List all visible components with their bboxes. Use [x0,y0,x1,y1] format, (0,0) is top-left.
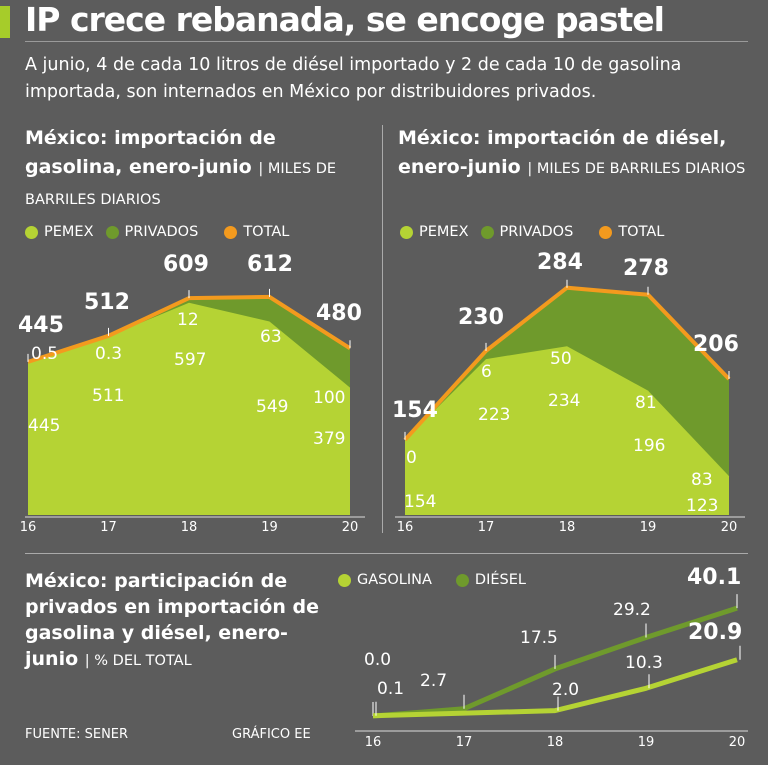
pemex-label: 511 [92,386,125,406]
pemex-label: 154 [404,492,437,512]
pemex-label: 379 [313,429,346,449]
diesel-legend: PEMEX PRIVADOS TOTAL [400,224,664,240]
x-tick-label: 18 [558,520,576,535]
divider [25,553,748,554]
x-tick-label: 17 [100,520,117,535]
diesel-value-label: 40.1 [687,565,742,590]
gasoline-legend: PEMEX PRIVADOS TOTAL [25,224,289,240]
legend-pemex: PEMEX [419,224,469,240]
gasolina-value-label: 0.1 [377,679,405,699]
diesel-value-label: 2.7 [420,671,448,691]
gasolina-value-label: 2.0 [552,680,580,700]
total-label: 512 [84,290,130,315]
total-label: 284 [537,250,583,275]
x-tick-label: 18 [546,735,564,750]
subtitle: A junio, 4 de cada 10 litros de diésel i… [25,55,682,102]
privados-label: 6 [481,362,492,382]
privados-label: 12 [177,310,199,330]
pemex-legend-dot [400,225,413,239]
privados-label: 83 [691,470,713,490]
total-label: 206 [693,332,739,357]
x-tick-label: 17 [455,735,473,750]
page-title: IP crece rebanada, se encoge pastel [25,0,665,39]
x-tick-label: 16 [364,735,382,750]
legend-privados: PRIVADOS [124,224,199,240]
pemex-label: 123 [686,496,719,516]
privados-legend-dot [480,225,494,239]
source: FUENTE: SENER [25,727,129,742]
total-label: 480 [316,301,362,326]
pemex-area [405,346,729,515]
pemex-label: 196 [633,436,666,456]
pemex-label: 223 [478,405,511,425]
legend-gasolina: GASOLINA [357,572,432,588]
diesel-value-label: 17.5 [520,628,558,648]
legend-pemex: PEMEX [44,224,94,240]
legend-privados: PRIVADOS [499,224,574,240]
total-label: 230 [458,305,504,330]
share-legend: GASOLINA DIÉSEL [338,572,526,588]
pemex-area [28,302,350,515]
pemex-legend-dot [25,225,38,239]
gasolina-value-label: 10.3 [625,653,663,673]
privados-label: 100 [313,388,346,408]
total-legend-dot [224,225,238,239]
x-tick-label: 19 [639,520,657,535]
legend-total: TOTAL [243,224,290,240]
legend-diesel: DIÉSEL [474,572,526,588]
x-tick-label: 19 [261,520,278,535]
x-tick-label: 20 [720,520,738,535]
x-tick-label: 16 [19,520,37,535]
privados-label: 63 [260,327,282,347]
accent-bar [0,6,10,38]
privados-label: 50 [550,349,572,369]
privados-label: 81 [635,393,657,413]
share-chart-title: México: participación de privados en imp… [25,570,319,670]
diesel-chart-title: México: importación de diésel, enero-jun… [398,127,746,178]
gasolina-legend-dot [338,573,351,587]
x-tick-label: 20 [728,735,746,750]
total-label: 445 [18,313,64,338]
divider [25,41,748,42]
x-tick-label: 19 [637,735,655,750]
total-legend-dot [599,225,613,239]
diesel-legend-dot [455,573,469,587]
total-label: 612 [247,252,293,277]
privados-label: 0.5 [31,344,59,364]
total-label: 154 [392,398,438,423]
x-tick-label: 16 [396,520,414,535]
x-tick-label: 20 [341,520,359,535]
diesel-value-label: 0.0 [364,650,392,670]
x-tick-label: 17 [477,520,495,535]
total-label: 278 [623,256,669,281]
x-tick-label: 18 [180,520,198,535]
gasolina-value-label: 20.9 [688,620,743,645]
total-label: 609 [163,252,209,277]
pemex-label: 549 [256,397,289,417]
pemex-label: 597 [174,350,207,370]
privados-label: 0.3 [95,344,123,364]
pemex-label: 234 [548,391,581,411]
privados-label: 0 [406,448,417,468]
credit: GRÁFICO EE [232,727,311,742]
divider [382,125,383,533]
gasolina-line [372,657,738,719]
privados-legend-dot [105,225,119,239]
legend-total: TOTAL [618,224,665,240]
gasoline-chart-title: México: importación de gasolina, enero-j… [25,127,337,208]
pemex-label: 445 [28,416,61,436]
diesel-value-label: 29.2 [613,600,651,620]
